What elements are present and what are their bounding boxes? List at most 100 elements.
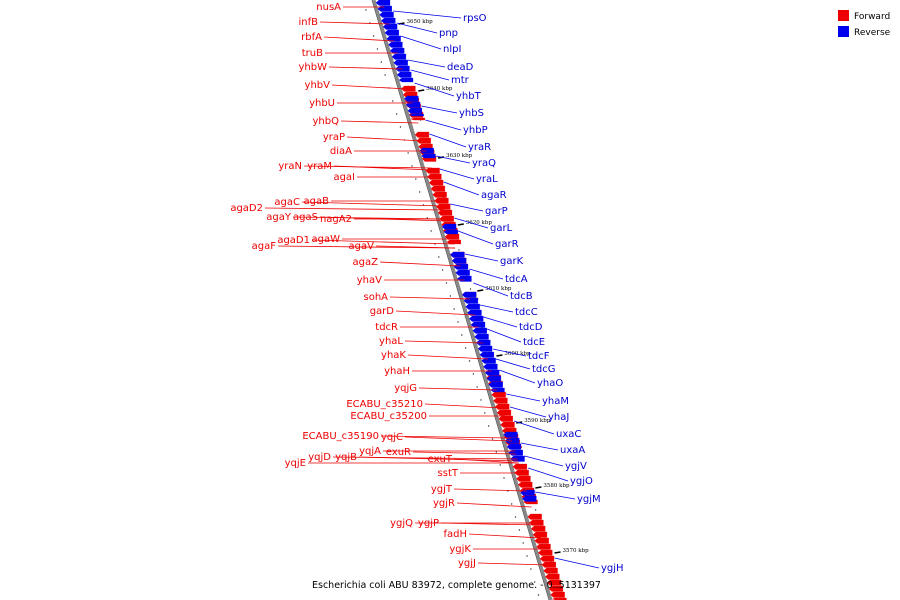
forward-leader-line: [340, 120, 419, 124]
reverse-gene-glyph: [441, 223, 457, 230]
spacer-dot: [526, 555, 528, 557]
kbp-tick: [535, 486, 542, 489]
reverse-leader-line: [527, 467, 569, 482]
legend-label-forward: Forward: [854, 12, 890, 22]
forward-gene-label-exut: exuT: [428, 454, 453, 465]
reverse-leader-line: [393, 10, 462, 19]
reverse-gene-label-rpso: rpsO: [463, 13, 487, 24]
reverse-leader-line: [499, 369, 536, 384]
kbp-tick: [457, 223, 464, 226]
forward-gene-label-ygjt: ygjT: [431, 484, 453, 495]
reverse-gene-label-tdcc: tdcC: [515, 307, 538, 318]
forward-leader-line: [319, 21, 390, 25]
spacer-dot: [384, 74, 386, 76]
reverse-gene-glyph: [472, 327, 487, 334]
forward-leader-line: [424, 403, 503, 409]
forward-gene-glyph: [541, 561, 556, 568]
reverse-leader-line: [483, 316, 518, 328]
kbp-tick: [477, 289, 484, 292]
spacer-dot: [484, 412, 486, 414]
spacer-dot: [441, 269, 444, 271]
reverse-gene-glyph: [443, 229, 459, 235]
forward-gene-label-agaw: agaW: [312, 234, 341, 245]
forward-gene-glyph: [514, 469, 529, 476]
forward-leader-line: [453, 458, 519, 464]
forward-gene-label-yhbw: yhbW: [299, 62, 328, 73]
forward-gene-label-yqje: yqjE: [285, 458, 306, 469]
forward-leader-line: [453, 488, 527, 492]
reverse-gene-glyph: [522, 495, 537, 502]
reverse-gene-glyph: [407, 107, 423, 114]
spacer-dot: [392, 100, 394, 102]
forward-leader-line: [468, 533, 541, 539]
forward-gene-glyph: [430, 185, 446, 192]
reverse-leader-line: [414, 82, 455, 97]
reverse-gene-glyph: [486, 375, 502, 382]
reverse-gene-label-mtr: mtr: [451, 75, 470, 86]
reverse-gene-label-tdce: tdcE: [523, 337, 545, 348]
reverse-gene-glyph: [409, 113, 424, 117]
spacer-dot: [533, 581, 536, 583]
reverse-gene-label-dead: deaD: [447, 62, 474, 73]
forward-gene-label-ecabu-c35200: ECABU_c35200: [350, 411, 427, 422]
reverse-gene-label-ygjo: ygjO: [570, 476, 593, 487]
reverse-gene-label-nlpi: nlpI: [443, 44, 461, 55]
forward-gene-label-naga2: nagA2: [320, 214, 352, 225]
forward-gene-glyph: [516, 475, 531, 482]
forward-gene-label-agai: agaI: [333, 172, 355, 183]
spacer-dot: [464, 347, 467, 349]
kbp-tick-label: 3650 kbp: [406, 19, 433, 25]
forward-gene-glyph: [410, 117, 425, 121]
reverse-gene-glyph: [467, 309, 482, 316]
reverse-leader-line: [400, 35, 442, 50]
forward-labels: nusA infB rbfA truB yhbW yhbV yhbU yhbQ yraP diaA…: [230, 2, 476, 569]
reverse-leader-line: [486, 328, 522, 343]
reverse-gene-glyph: [468, 315, 484, 322]
forward-gene-label-gard: garD: [370, 306, 395, 317]
forward-leader-line: [440, 522, 537, 526]
spacer-dot: [469, 288, 472, 290]
forward-leader-line: [264, 207, 444, 211]
kbp-tick: [496, 354, 503, 357]
forward-gene-label-agab: agaB: [304, 196, 330, 207]
reverse-leader-line: [439, 168, 475, 180]
spacer-dot: [458, 249, 460, 251]
legend-label-reverse: Reverse: [854, 28, 891, 38]
forward-leader-line: [412, 451, 516, 455]
reverse-gene-glyph: [520, 489, 535, 496]
spacer-dot: [376, 48, 379, 50]
reverse-gene-label-yhbs: yhbS: [459, 108, 484, 119]
forward-leader-line: [311, 239, 454, 245]
forward-gene-label-yqjd: yqjD: [308, 452, 331, 463]
kbp-tick-label: 3570 kbp: [563, 548, 590, 554]
reverse-leader-line: [469, 268, 504, 280]
reverse-gene-label-tdcg: tdcG: [532, 364, 556, 375]
reverse-gene-glyph: [465, 303, 480, 310]
reverse-gene-glyph: [455, 269, 470, 276]
forward-leader-line: [418, 387, 498, 391]
forward-gene-label-ygjj: ygjJ: [458, 558, 476, 569]
reverse-gene-glyph: [389, 47, 405, 54]
reverse-leader-line: [429, 133, 467, 148]
reverse-gene-label-ygjh: ygjH: [601, 563, 624, 574]
forward-gene-glyph: [530, 525, 546, 532]
forward-gene-label-rbfa: rbfA: [301, 32, 322, 43]
forward-gene-label-soha: sohA: [363, 292, 388, 303]
spacer-dot: [514, 516, 517, 518]
reverse-leader-line: [410, 69, 450, 81]
forward-gene-glyph: [539, 555, 555, 562]
kbp-tick: [554, 551, 561, 554]
kbp-tick-label: 3620 kbp: [466, 220, 493, 226]
forward-leader-line: [331, 84, 409, 90]
reverse-leader-line: [454, 217, 489, 229]
forward-gene-glyph: [548, 585, 564, 592]
kbp-tick-label: 3580 kbp: [543, 483, 570, 489]
reverse-leader-line: [473, 282, 509, 297]
forward-leader-line: [328, 66, 403, 70]
reverse-labels: rpsO pnp nlpI deaD mtr yhbT yhbS yhbP yraR yraQ yr…: [439, 13, 624, 574]
reverse-gene-label-uxaa: uxaA: [560, 445, 585, 456]
forward-gene-label-nusa: nusA: [316, 2, 341, 13]
reverse-gene-label-yraq: yraQ: [472, 158, 496, 169]
forward-leader-line: [404, 436, 513, 442]
label-leaders: [264, 6, 600, 569]
